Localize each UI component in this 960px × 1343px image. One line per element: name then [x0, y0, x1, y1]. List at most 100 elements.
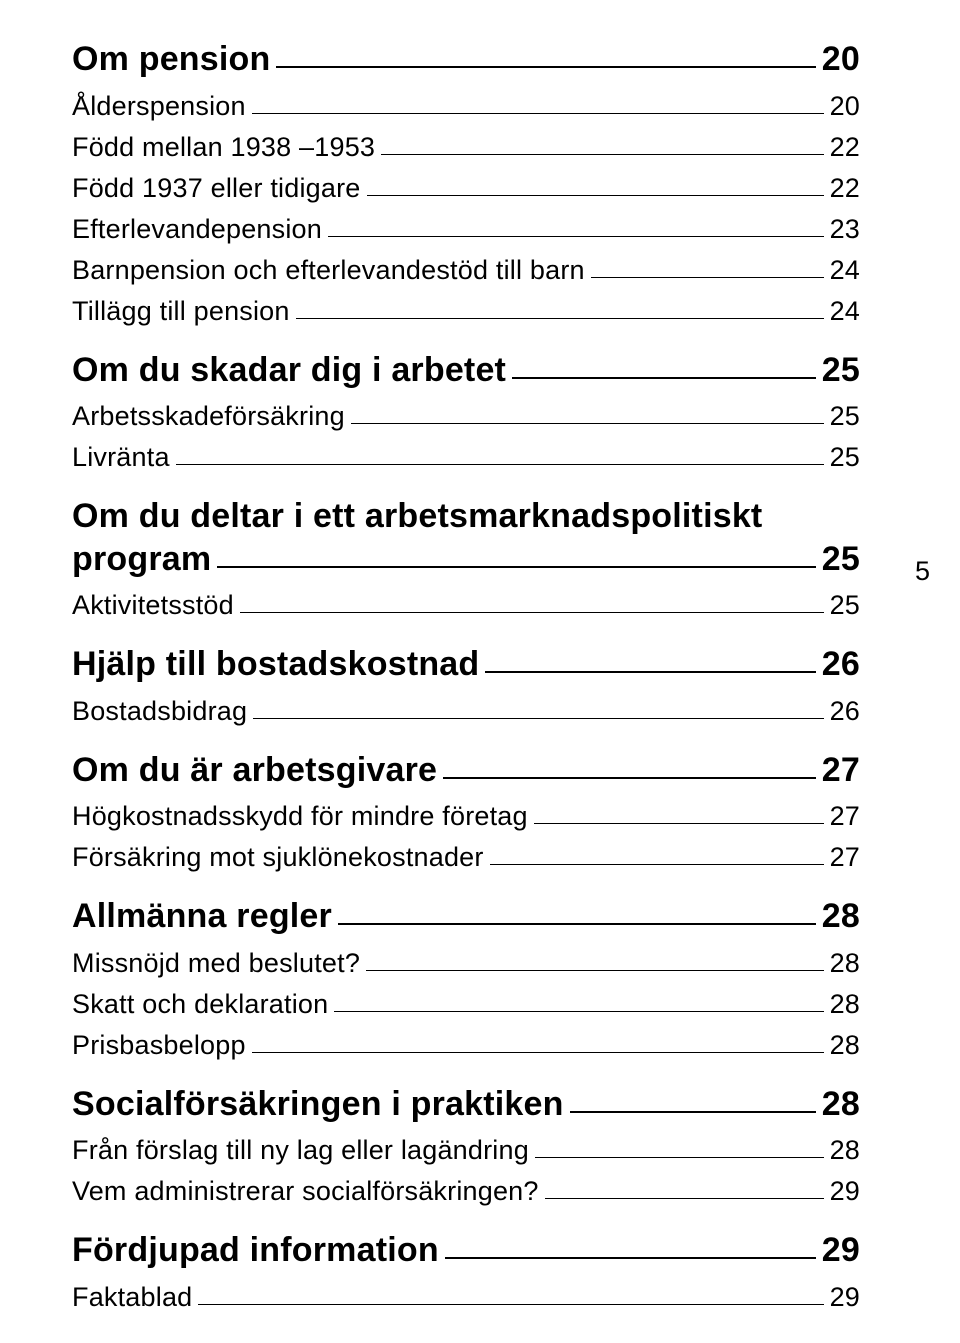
- toc-label: Om du är arbetsgivare: [72, 749, 437, 792]
- toc-label: program: [72, 538, 211, 581]
- toc-subitem: Bostadsbidrag26: [72, 696, 860, 727]
- toc-page-number: 28: [830, 1135, 860, 1166]
- toc-page-number: 22: [830, 132, 860, 163]
- toc-label: Vem administrerar socialförsäkringen?: [72, 1176, 539, 1207]
- toc-label: Tillägg till pension: [72, 296, 290, 327]
- toc-leader: [570, 1111, 816, 1113]
- toc-label: Hjälp till bostadskostnad: [72, 643, 479, 686]
- toc-leader: [176, 464, 824, 465]
- toc-leader: [198, 1304, 823, 1305]
- toc-leader: [252, 113, 824, 114]
- toc-label: Ålderspension: [72, 91, 246, 122]
- toc-label: Barnpension och efterlevandestöd till ba…: [72, 255, 585, 286]
- toc-leader: [296, 318, 824, 319]
- toc-heading: Om du är arbetsgivare 27: [72, 749, 860, 792]
- toc-label: Från förslag till ny lag eller lagändrin…: [72, 1135, 529, 1166]
- toc-heading: Hjälp till bostadskostnad26: [72, 643, 860, 686]
- toc-heading: Allmänna regler28: [72, 895, 860, 938]
- toc-page-number: 27: [830, 842, 860, 873]
- toc-subitem: Vem administrerar socialförsäkringen? 29: [72, 1176, 860, 1207]
- toc-subitem: Aktivitetsstöd 25: [72, 590, 860, 621]
- toc-page-number: 27: [822, 749, 860, 792]
- toc-subitem: Ålderspension 20: [72, 91, 860, 122]
- toc-leader: [240, 612, 824, 613]
- toc-heading-line1: Om du deltar i ett arbetsmarknadspolitis…: [72, 495, 860, 538]
- toc-label: Faktablad: [72, 1282, 192, 1313]
- toc-page-number: 25: [830, 442, 860, 473]
- toc-page: Om pension20 Ålderspension 20 Född mellan 1…: [0, 0, 960, 1343]
- toc-label: Arbetsskadeförsäkring: [72, 401, 345, 432]
- toc-subitem: Efterlevandepension 23: [72, 214, 860, 245]
- toc-subitem: Prisbasbelopp 28: [72, 1030, 860, 1061]
- toc-page-number: 28: [830, 948, 860, 979]
- toc-page-number: 25: [830, 401, 860, 432]
- toc-label: Född 1937 eller tidigare: [72, 173, 361, 204]
- toc-subitem: Från förslag till ny lag eller lagändrin…: [72, 1135, 860, 1166]
- toc-page-number: 28: [830, 1030, 860, 1061]
- toc-subitem: Tillägg till pension 24: [72, 296, 860, 327]
- toc-page-number: 22: [830, 173, 860, 204]
- toc-subitem: Arbetsskadeförsäkring 25: [72, 401, 860, 432]
- toc-label: Livränta: [72, 442, 170, 473]
- toc-page-number: 20: [822, 38, 860, 81]
- toc-heading: Om pension20: [72, 38, 860, 81]
- toc-leader: [334, 1011, 823, 1012]
- toc-leader: [217, 566, 815, 568]
- toc-leader: [366, 970, 824, 971]
- toc-leader: [443, 777, 816, 779]
- toc-page-number: 24: [830, 255, 860, 286]
- toc-page-number: 27: [830, 801, 860, 832]
- toc-page-number: 20: [830, 91, 860, 122]
- toc-label: Skatt och deklaration: [72, 989, 328, 1020]
- toc-container: Om pension20 Ålderspension 20 Född mellan 1…: [72, 38, 860, 1313]
- toc-label: Aktivitetsstöd: [72, 590, 234, 621]
- toc-subitem: Livränta 25: [72, 442, 860, 473]
- toc-heading: Socialförsäkringen i praktiken28: [72, 1083, 860, 1126]
- toc-page-number: 29: [830, 1282, 860, 1313]
- toc-subitem: Försäkring mot sjuklönekostnader 27: [72, 842, 860, 873]
- toc-heading-line2: program 25: [72, 538, 860, 581]
- page-number-margin: 5: [915, 556, 930, 587]
- toc-page-number: 25: [822, 349, 860, 392]
- toc-label: Fördjupad information: [72, 1229, 439, 1272]
- toc-subitem: Skatt och deklaration 28: [72, 989, 860, 1020]
- toc-page-number: 29: [830, 1176, 860, 1207]
- toc-subitem: Född mellan 1938 –1953 22: [72, 132, 860, 163]
- toc-page-number: 25: [822, 538, 860, 581]
- toc-leader: [535, 1157, 824, 1158]
- toc-subitem: Högkostnadsskydd för mindre företag 27: [72, 801, 860, 832]
- toc-label: Född mellan 1938 –1953: [72, 132, 375, 163]
- toc-leader: [490, 864, 824, 865]
- toc-leader: [381, 154, 823, 155]
- toc-page-number: 28: [830, 989, 860, 1020]
- toc-label: Försäkring mot sjuklönekostnader: [72, 842, 484, 873]
- toc-subitem: Faktablad 29: [72, 1282, 860, 1313]
- toc-page-number: 29: [822, 1229, 860, 1272]
- toc-leader: [545, 1198, 824, 1199]
- toc-label: Allmänna regler: [72, 895, 332, 938]
- toc-page-number: 23: [830, 214, 860, 245]
- toc-label: Om du skadar dig i arbetet: [72, 349, 506, 392]
- toc-leader: [252, 1052, 824, 1053]
- toc-page-number: 25: [830, 590, 860, 621]
- toc-page-number: 28: [822, 1083, 860, 1126]
- toc-label: Efterlevandepension: [72, 214, 322, 245]
- toc-label: Prisbasbelopp: [72, 1030, 246, 1061]
- toc-subitem: Barnpension och efterlevandestöd till ba…: [72, 255, 860, 286]
- toc-page-number: 24: [830, 296, 860, 327]
- toc-leader: [276, 66, 815, 68]
- toc-heading: Om du skadar dig i arbetet 25: [72, 349, 860, 392]
- toc-subitem: Född 1937 eller tidigare 22: [72, 173, 860, 204]
- toc-label: Högkostnadsskydd för mindre företag: [72, 801, 528, 832]
- toc-leader: [253, 718, 823, 719]
- toc-leader: [485, 671, 815, 673]
- toc-leader: [534, 823, 824, 824]
- toc-heading: Fördjupad information 29: [72, 1229, 860, 1272]
- toc-leader: [591, 277, 824, 278]
- toc-leader: [328, 236, 824, 237]
- toc-label: Missnöjd med beslutet?: [72, 948, 360, 979]
- toc-subitem: Missnöjd med beslutet? 28: [72, 948, 860, 979]
- toc-leader: [367, 195, 824, 196]
- toc-leader: [445, 1257, 816, 1259]
- toc-heading-multiline: Om du deltar i ett arbetsmarknadspolitis…: [72, 495, 860, 580]
